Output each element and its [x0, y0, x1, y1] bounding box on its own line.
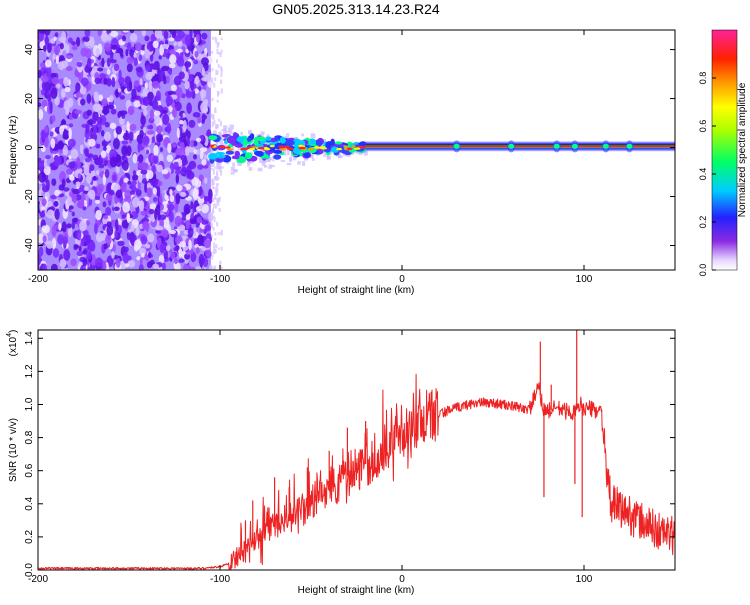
snr-y-tick-label: 1.4: [24, 331, 35, 345]
snr-y-scale-label: (x104): [6, 330, 19, 357]
svg-text:(x104): (x104): [6, 330, 19, 357]
transition-region: [208, 124, 369, 181]
noise-speckle: [38, 30, 223, 270]
spectrogram-x-axis: -200 -100 0 100: [28, 30, 593, 285]
snr-x-tick-label: -200: [28, 574, 48, 585]
snr-plot-area: [38, 330, 675, 570]
spectrogram-y-label: Frequency (Hz): [8, 116, 19, 185]
snr-x-axis: -200 -100 0 100: [28, 330, 593, 585]
colorbar-gradient: [711, 29, 738, 271]
snr-y-tick-label: 0.4: [24, 496, 35, 510]
colorbar-label: Normalized spectral amplitude: [737, 82, 748, 217]
snr-panel: -200 -100 0 100 0.0 0.2 0.4 0.6 0.8 1.0 1.2 1.4 He…: [6, 329, 676, 596]
spectrogram-y-axis: -40 -20 0 20 40: [24, 44, 675, 253]
spectrogram-x-tick-label: -200: [28, 274, 48, 285]
spectrogram-x-label: Height of straight line (km): [298, 285, 415, 296]
spectrogram-y-tick-label: 40: [24, 44, 35, 56]
snr-y-tick-label: 0.6: [24, 463, 35, 477]
snr-y-axis: 0.0 0.2 0.4 0.6 0.8 1.0 1.2 1.4: [24, 331, 675, 577]
snr-y-tick-label: 1.0: [24, 397, 35, 411]
snr-scale-exp: 4: [6, 333, 13, 337]
colorbar-tick-label: 0.0: [698, 264, 708, 277]
colorbar-tick-label: 0.2: [698, 216, 708, 229]
snr-x-tick-label: -100: [210, 574, 230, 585]
snr-y-tick-label: 0.8: [24, 430, 35, 444]
colorbar-tick-label: 0.6: [698, 120, 708, 133]
spectral-ridge: [365, 140, 675, 153]
snr-line: [38, 373, 675, 570]
figure-title: GN05.2025.313.14.23.R24: [272, 1, 440, 17]
spectrogram-x-tick-label: -100: [210, 274, 230, 285]
snr-y-tick-label: 1.2: [24, 364, 35, 378]
spectrogram-y-tick-label: -40: [24, 238, 35, 253]
snr-y-tick-label: 0.0: [24, 563, 35, 577]
snr-y-label: SNR (10 * v/v): [8, 418, 19, 482]
snr-y-tick-label: 0.2: [24, 530, 35, 544]
spectrogram-y-tick-label: 20: [24, 93, 35, 105]
snr-series: [38, 330, 675, 570]
spectrogram-x-tick-label: 100: [576, 274, 593, 285]
snr-frame: [37, 329, 676, 571]
snr-x-tick-label: 100: [576, 574, 593, 585]
spectrogram-x-tick-label: 0: [399, 274, 405, 285]
spectrogram-heatmap: [38, 30, 675, 270]
colorbar: 0.0 0.2 0.4 0.6 0.8 Normalized spectral ampl…: [698, 29, 748, 277]
snr-scale-base: (x10: [8, 336, 19, 356]
spectrogram-y-tick-label: -20: [24, 189, 35, 204]
spectrogram-y-tick-label: 0: [24, 144, 35, 150]
spectrogram-frame: [37, 29, 676, 271]
colorbar-tick-label: 0.4: [698, 168, 708, 181]
snr-x-tick-label: 0: [399, 574, 405, 585]
colorbar-ticks: 0.0 0.2 0.4 0.6 0.8: [698, 72, 716, 277]
snr-x-label: Height of straight line (km): [298, 585, 415, 596]
colorbar-tick-label: 0.8: [698, 72, 708, 85]
